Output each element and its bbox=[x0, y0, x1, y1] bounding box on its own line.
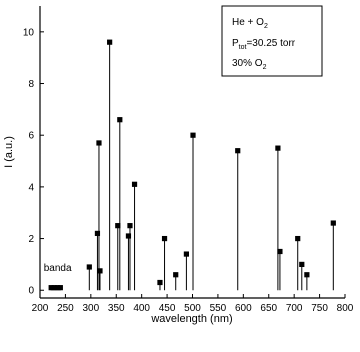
legend: He + O2 Ptot=30.25 torr 30% O2 bbox=[221, 5, 323, 77]
x-tick-label: 400 bbox=[133, 303, 150, 314]
data-stems bbox=[50, 42, 334, 291]
data-point bbox=[117, 117, 123, 123]
x-tick-label: 300 bbox=[82, 303, 99, 314]
y-axis-title: I (a.u.) bbox=[3, 136, 15, 168]
data-point bbox=[54, 285, 60, 291]
y-axis-ticks: 0 2 4 6 8 10 bbox=[23, 27, 44, 297]
data-point bbox=[190, 132, 196, 138]
data-point bbox=[115, 223, 121, 229]
legend-line-2: Ptot=30.25 torr bbox=[232, 38, 296, 51]
data-point bbox=[304, 272, 310, 278]
x-tick-label: 700 bbox=[286, 303, 303, 314]
y-tick-label: 0 bbox=[28, 286, 34, 297]
x-axis-title: wavelength (nm) bbox=[150, 313, 232, 325]
data-point bbox=[330, 220, 336, 226]
data-point bbox=[127, 223, 133, 229]
data-point bbox=[125, 233, 132, 239]
data-point bbox=[157, 279, 163, 286]
data-point bbox=[51, 285, 57, 291]
x-tick-label: 200 bbox=[32, 303, 49, 314]
data-point bbox=[131, 181, 138, 187]
y-tick-label: 2 bbox=[28, 234, 34, 245]
data-point bbox=[295, 235, 301, 242]
data-point bbox=[235, 148, 241, 154]
data-point bbox=[275, 145, 281, 151]
data-point bbox=[277, 248, 283, 255]
x-tick-label: 500 bbox=[184, 303, 201, 314]
x-tick-label: 600 bbox=[235, 303, 252, 314]
data-point bbox=[96, 140, 102, 146]
x-tick-label: 250 bbox=[57, 303, 74, 314]
data-point bbox=[161, 235, 168, 242]
y-tick-label: 6 bbox=[28, 131, 34, 142]
data-markers bbox=[48, 39, 336, 291]
data-point bbox=[57, 285, 63, 291]
x-tick-label: 650 bbox=[260, 303, 277, 314]
x-axis-ticks: 200 250 300 350 400 450 500 550 600 650 700 750 800 bbox=[32, 294, 354, 314]
data-point bbox=[173, 272, 179, 278]
data-point bbox=[97, 268, 103, 274]
data-point bbox=[183, 251, 189, 257]
data-point bbox=[86, 264, 92, 270]
y-tick-label: 4 bbox=[28, 182, 34, 193]
data-point bbox=[107, 39, 113, 45]
data-point bbox=[94, 230, 101, 236]
x-tick-label: 350 bbox=[108, 303, 125, 314]
legend-line-1: He + O2 bbox=[232, 17, 268, 30]
y-tick-label: 10 bbox=[23, 27, 35, 38]
x-tick-label: 450 bbox=[159, 303, 176, 314]
data-point bbox=[48, 285, 54, 291]
x-tick-label: 800 bbox=[337, 303, 354, 314]
plot-area: 200 250 300 350 400 450 500 550 600 650 700 750 800 … bbox=[23, 6, 354, 314]
data-point bbox=[299, 261, 305, 268]
x-tick-label: 750 bbox=[311, 303, 328, 314]
legend-line-3: 30% O2 bbox=[232, 58, 267, 71]
legend-box bbox=[221, 5, 323, 77]
y-tick-label: 8 bbox=[28, 79, 34, 90]
x-tick-label: 550 bbox=[210, 303, 227, 314]
banda-annotation: banda bbox=[44, 263, 72, 274]
